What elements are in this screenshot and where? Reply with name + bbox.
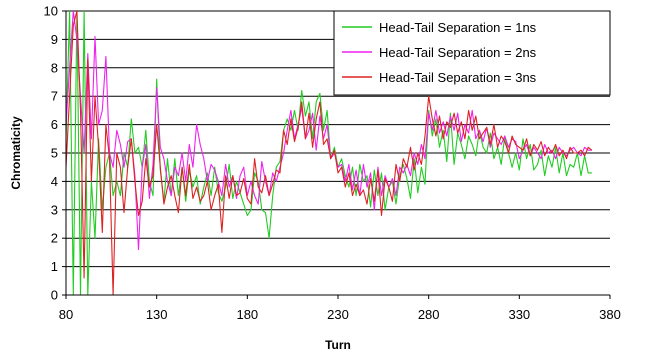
y-tick-label: 8 xyxy=(51,60,58,75)
legend-items: Head-Tail Separation = 1ns Head-Tail Sepa… xyxy=(342,20,537,85)
y-tick-label: 3 xyxy=(51,202,58,217)
x-tick-label: 330 xyxy=(508,307,530,322)
legend-label: Head-Tail Separation = 1ns xyxy=(379,20,537,35)
series-line-2 xyxy=(66,11,592,251)
y-axis-title: Chromaticity xyxy=(9,116,23,190)
legend-label: Head-Tail Separation = 3ns xyxy=(379,70,537,85)
legend: Head-Tail Separation = 1ns Head-Tail Sepa… xyxy=(333,10,611,96)
series-lines xyxy=(66,11,593,295)
x-tick-label: 130 xyxy=(146,307,168,322)
y-tick-label: 1 xyxy=(51,259,58,274)
x-tick-label: 180 xyxy=(236,307,258,322)
legend-box xyxy=(333,10,611,96)
x-tick-label: 80 xyxy=(59,307,73,322)
y-tick-label: 6 xyxy=(51,117,58,132)
x-axis-title: Turn xyxy=(325,338,351,352)
y-tick-label: 0 xyxy=(51,288,58,303)
y-tick-label: 9 xyxy=(51,32,58,47)
series-line-3 xyxy=(66,11,593,295)
y-tick-label: 4 xyxy=(51,174,58,189)
x-tick-label: 380 xyxy=(599,307,621,322)
y-tick-label: 5 xyxy=(51,146,58,161)
x-tick-label: 230 xyxy=(327,307,349,322)
y-tick-label: 10 xyxy=(44,4,58,19)
y-tick-label: 7 xyxy=(51,89,58,104)
tick-labels: 0 1 2 3 4 5 6 7 8 9 10 80 130 180 230 280 330 380 xyxy=(44,4,621,323)
x-tick-label: 280 xyxy=(418,307,440,322)
legend-label: Head-Tail Separation = 2ns xyxy=(379,45,537,60)
y-tick-label: 2 xyxy=(51,231,58,246)
